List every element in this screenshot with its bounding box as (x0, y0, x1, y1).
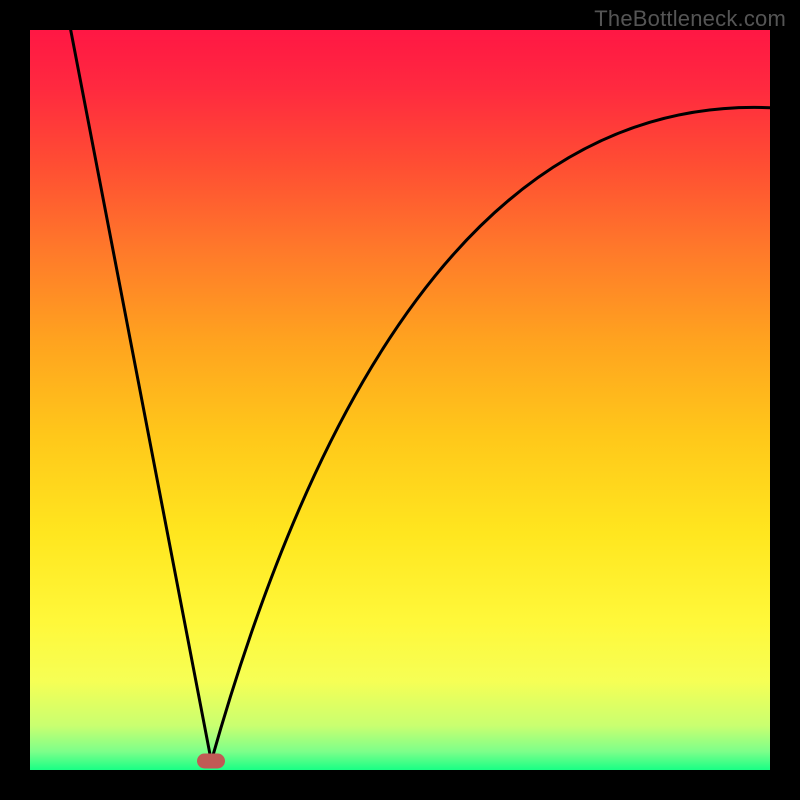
chart-frame: TheBottleneck.com (0, 0, 800, 800)
watermark-text: TheBottleneck.com (594, 6, 786, 32)
plot-area (30, 30, 770, 770)
sweet-spot-marker (197, 754, 225, 769)
bottleneck-curve (30, 30, 770, 770)
